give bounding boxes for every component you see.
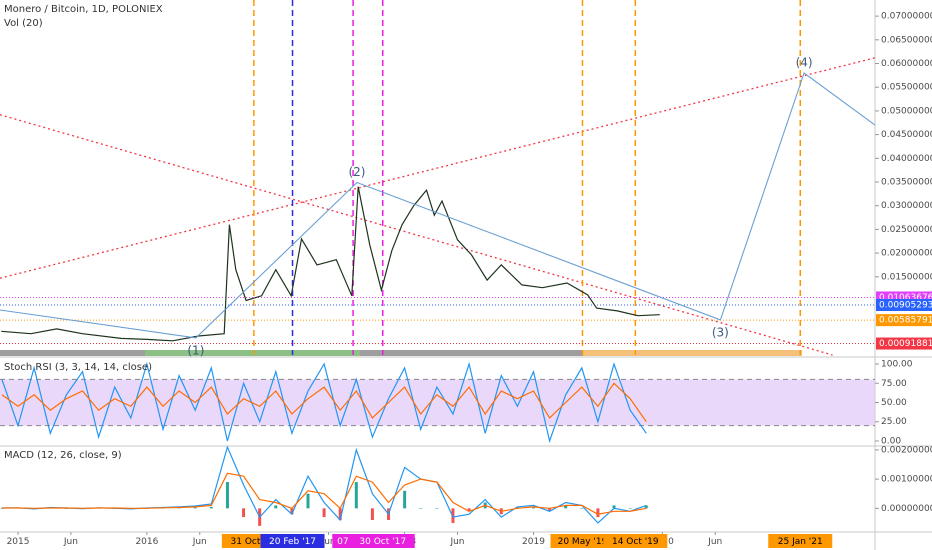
histogram-bar [370, 508, 374, 521]
histogram-bar [628, 508, 632, 509]
indicator-title: MACD (12, 26, close, 9) [4, 450, 122, 461]
price-badge [876, 298, 932, 311]
series-line [1, 186, 660, 342]
histogram-bar [338, 508, 342, 521]
y-tick-label: 0.07000000 [881, 12, 932, 22]
range-highlight [145, 350, 360, 356]
range-highlight [0, 350, 145, 356]
histogram-bar [225, 482, 229, 509]
date-badge-label: 25 Jan '21 [778, 537, 823, 547]
indicator-title: Vol (20) [4, 18, 43, 29]
price-badge [876, 314, 932, 327]
histogram-bar [419, 508, 423, 509]
x-tick-label: Jun [63, 537, 78, 547]
date-badge: 25 Jan '21 [768, 534, 833, 548]
x-tick-label: Jun [321, 537, 336, 547]
date-badge: 20 May '19 [550, 534, 615, 548]
x-tick-label: Jun [707, 537, 722, 547]
y-tick-label: 75.00 [881, 379, 907, 389]
y-tick-label: 0.00200000 [881, 445, 932, 455]
y-tick-label: 0.05500000 [881, 83, 932, 93]
histogram-bar [354, 482, 358, 509]
range-highlight [360, 350, 583, 356]
x-tick-label: Jun [449, 537, 464, 547]
price-badge-label: 0.00905293 [879, 300, 932, 310]
date-badge-label: 31 Oct '16 [231, 537, 278, 547]
y-tick-label: 0.06500000 [881, 35, 932, 45]
date-badge-label: 14 Oct '19 [612, 537, 659, 547]
price-badge-label: 0.00585791 [879, 316, 932, 326]
range-highlight [583, 350, 802, 356]
y-tick-label: 0.02500000 [881, 225, 932, 235]
histogram-bar [596, 508, 600, 518]
date-badge-bg [550, 534, 615, 548]
histogram-bar [467, 508, 471, 512]
histogram-bar [644, 505, 648, 509]
date-badge-bg [350, 534, 415, 548]
price-badge [876, 337, 932, 350]
histogram-bar [612, 505, 616, 509]
chart-title: Monero / Bitcoin, 1D, POLONIEX [4, 4, 163, 15]
y-tick-label: 100.00 [881, 360, 913, 370]
wave-label: (3) [712, 325, 729, 339]
wave-label: (2) [348, 165, 365, 179]
y-tick-label: 0.01500000 [881, 272, 932, 282]
x-tick-label: 2015 [7, 537, 30, 547]
y-tick-label: 0.00 [881, 436, 901, 446]
date-badge-label: 30 Oct '17 [359, 537, 406, 547]
series-line [1, 382, 647, 423]
x-tick-label: 2019 [522, 537, 545, 547]
y-tick-label: 0.02000000 [881, 249, 932, 259]
date-badge-bg [603, 534, 668, 548]
date-badge: 20 Feb '17 [260, 534, 325, 548]
histogram-bar [209, 506, 213, 509]
price-badge-label: 0.00091881 [879, 339, 932, 349]
band [0, 379, 875, 426]
date-badge: 14 Oct '19 [603, 534, 668, 548]
date-badge-label: 20 Feb '17 [269, 537, 316, 547]
price-badge-label: 0.01063676 [879, 293, 932, 303]
y-tick-label: 0.00000000 [881, 504, 932, 514]
y-tick-label: 50.00 [881, 398, 907, 408]
histogram-bar [564, 505, 568, 509]
wave-label: (4) [796, 55, 813, 69]
series-line [1, 361, 647, 444]
histogram-bar [306, 493, 310, 509]
histogram-bar [435, 508, 439, 509]
indicator-title: Stoch RSI (3, 3, 14, 14, close) [4, 362, 152, 373]
histogram-bar [274, 505, 278, 509]
y-tick-label: 0.04000000 [881, 154, 932, 164]
wave-label: (1) [187, 343, 204, 357]
date-badge-bg [768, 534, 833, 548]
histogram-bar [242, 508, 246, 518]
histogram-bar [322, 508, 326, 518]
trendline [0, 57, 876, 279]
histogram-bar [580, 508, 584, 509]
date-badge-bg [260, 534, 325, 548]
x-tick-label: 2016 [135, 537, 158, 547]
date-badge-label: 20 May '19 [558, 537, 608, 547]
histogram-bar [532, 506, 536, 509]
y-tick-label: 0.00100000 [881, 475, 932, 485]
y-tick-label: 0.03000000 [881, 201, 932, 211]
histogram-bar [403, 490, 407, 509]
y-tick-label: 0.03500000 [881, 178, 932, 188]
histogram-bar [548, 508, 552, 512]
y-tick-label: 0.06000000 [881, 59, 932, 69]
wave-line [0, 72, 876, 339]
histogram-bar [290, 508, 294, 515]
y-tick-label: 25.00 [881, 417, 907, 427]
x-tick-label: Jun [192, 537, 207, 547]
date-badge: 30 Oct '17 [350, 534, 415, 548]
histogram-bar [193, 507, 197, 509]
series-line [1, 472, 647, 515]
y-tick-label: 0.04500000 [881, 130, 932, 140]
y-tick-label: 0.05000000 [881, 106, 932, 116]
